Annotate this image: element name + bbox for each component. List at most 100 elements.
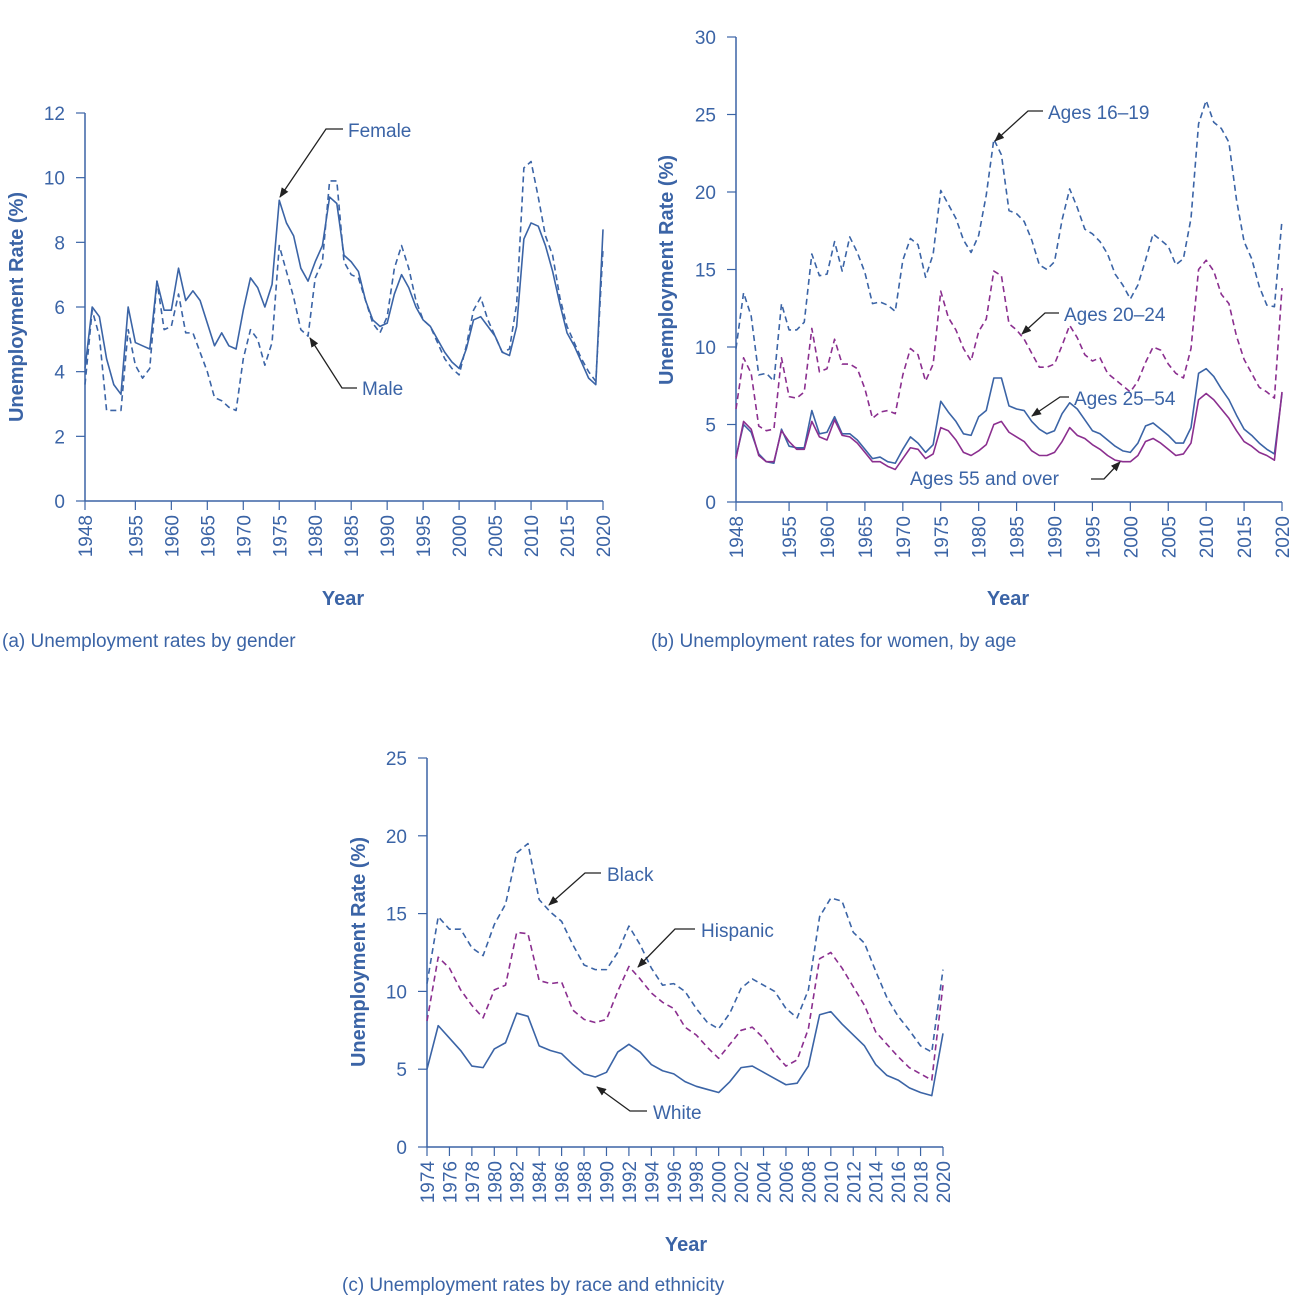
label-arrow bbox=[1021, 312, 1059, 335]
x-tick-label: 2002 bbox=[732, 1161, 753, 1203]
series-line bbox=[426, 931, 944, 1081]
caption: (b) Unemployment rates for women, by age bbox=[651, 631, 1016, 652]
x-tick-label: 1990 bbox=[597, 1161, 618, 1203]
series-label: Black bbox=[607, 865, 654, 886]
x-tick-label: 2020 bbox=[594, 515, 615, 557]
x-tick-label: 1948 bbox=[76, 515, 97, 557]
label-arrow bbox=[1091, 461, 1121, 480]
x-tick-label: 1984 bbox=[530, 1161, 551, 1204]
series-label: Female bbox=[348, 121, 411, 142]
x-tick-label: 2010 bbox=[822, 1161, 843, 1203]
y-tick-label: 0 bbox=[705, 493, 716, 514]
x-tick-label: 2005 bbox=[1159, 516, 1180, 558]
x-tick-label: 1965 bbox=[198, 515, 219, 557]
x-tick-label: 2000 bbox=[1121, 516, 1142, 558]
x-tick-label: 1980 bbox=[306, 515, 327, 557]
series-label: Ages 55 and over bbox=[910, 469, 1060, 490]
y-tick-label: 15 bbox=[695, 261, 716, 282]
x-tick-label: 2018 bbox=[912, 1161, 933, 1203]
y-tick-label: 25 bbox=[695, 106, 716, 127]
x-tick-label: 2005 bbox=[486, 515, 507, 557]
x-tick-label: 2004 bbox=[755, 1161, 776, 1204]
y-tick-label: 2 bbox=[54, 427, 65, 448]
y-tick-label: 6 bbox=[54, 298, 65, 319]
x-tick-label: 1960 bbox=[162, 515, 183, 557]
y-tick-label: 25 bbox=[386, 749, 407, 770]
x-tick-label: 2020 bbox=[934, 1161, 955, 1203]
y-tick-label: 0 bbox=[396, 1138, 407, 1159]
series-label: Ages 20–24 bbox=[1064, 305, 1166, 326]
label-arrow bbox=[279, 128, 343, 198]
series-line bbox=[735, 367, 1283, 465]
y-axis-title: Unemployment Rate (%) bbox=[6, 192, 28, 422]
series-label: White bbox=[653, 1103, 702, 1124]
x-tick-label: 1998 bbox=[687, 1161, 708, 1203]
y-tick-label: 0 bbox=[54, 492, 65, 513]
x-tick-label: 1985 bbox=[1008, 516, 1029, 558]
x-tick-label: 2014 bbox=[867, 1161, 888, 1204]
y-tick-label: 10 bbox=[44, 169, 65, 190]
x-axis-title: Year bbox=[322, 588, 364, 610]
series-line bbox=[426, 842, 944, 1053]
x-tick-label: 2000 bbox=[710, 1161, 731, 1203]
label-arrow bbox=[994, 110, 1043, 142]
x-tick-label: 1990 bbox=[378, 515, 399, 557]
y-tick-label: 4 bbox=[54, 363, 65, 384]
x-tick-label: 1975 bbox=[932, 516, 953, 558]
x-tick-label: 1995 bbox=[414, 515, 435, 557]
caption: (c) Unemployment rates by race and ethni… bbox=[342, 1275, 725, 1296]
y-tick-label: 30 bbox=[695, 28, 716, 49]
x-tick-label: 1955 bbox=[780, 516, 801, 558]
x-tick-label: 1970 bbox=[234, 515, 255, 557]
series-line bbox=[735, 99, 1283, 382]
x-tick-label: 1990 bbox=[1046, 516, 1067, 558]
x-tick-label: 1980 bbox=[485, 1161, 506, 1203]
y-tick-label: 12 bbox=[44, 104, 65, 125]
x-tick-label: 1986 bbox=[553, 1161, 574, 1203]
x-tick-label: 1955 bbox=[126, 515, 147, 557]
caption: (a) Unemployment rates by gender bbox=[2, 631, 296, 652]
x-tick-label: 2010 bbox=[1197, 516, 1218, 558]
y-tick-label: 20 bbox=[695, 183, 716, 204]
x-tick-label: 1975 bbox=[270, 515, 291, 557]
x-tick-label: 2015 bbox=[558, 515, 579, 557]
y-axis-title: Unemployment Rate (%) bbox=[348, 837, 370, 1067]
series-label: Male bbox=[362, 379, 403, 400]
x-tick-label: 2012 bbox=[844, 1161, 865, 1203]
series-line bbox=[84, 160, 604, 412]
x-tick-label: 2015 bbox=[1235, 516, 1256, 558]
x-tick-label: 1992 bbox=[620, 1161, 641, 1203]
x-tick-label: 1978 bbox=[463, 1161, 484, 1203]
y-tick-label: 5 bbox=[396, 1060, 407, 1081]
series-label: Ages 25–54 bbox=[1074, 389, 1176, 410]
x-tick-label: 1988 bbox=[575, 1161, 596, 1203]
y-axis-title: Unemployment Rate (%) bbox=[656, 155, 678, 385]
x-tick-label: 1980 bbox=[970, 516, 991, 558]
label-arrow bbox=[637, 928, 695, 968]
y-tick-label: 8 bbox=[54, 233, 65, 254]
series-line bbox=[735, 391, 1283, 471]
series-label: Ages 16–19 bbox=[1048, 103, 1149, 124]
x-axis-title: Year bbox=[987, 588, 1029, 610]
y-tick-label: 5 bbox=[705, 416, 716, 437]
x-tick-label: 1996 bbox=[665, 1161, 686, 1203]
label-arrow bbox=[309, 337, 357, 389]
x-tick-label: 2016 bbox=[889, 1161, 910, 1203]
x-tick-label: 1995 bbox=[1083, 516, 1104, 558]
series-line bbox=[735, 259, 1283, 432]
y-tick-label: 10 bbox=[386, 982, 407, 1003]
x-axis-title: Year bbox=[665, 1234, 707, 1256]
x-tick-label: 1948 bbox=[727, 516, 748, 558]
label-arrow bbox=[1031, 396, 1069, 417]
label-arrow bbox=[548, 872, 601, 906]
x-tick-label: 1974 bbox=[418, 1161, 439, 1204]
x-tick-label: 2000 bbox=[450, 515, 471, 557]
y-tick-label: 20 bbox=[386, 827, 407, 848]
x-tick-label: 1982 bbox=[508, 1161, 529, 1203]
x-tick-label: 2020 bbox=[1273, 516, 1294, 558]
series-label: Hispanic bbox=[701, 921, 774, 942]
series-line bbox=[426, 1010, 944, 1097]
y-tick-label: 15 bbox=[386, 905, 407, 926]
x-tick-label: 2010 bbox=[522, 515, 543, 557]
